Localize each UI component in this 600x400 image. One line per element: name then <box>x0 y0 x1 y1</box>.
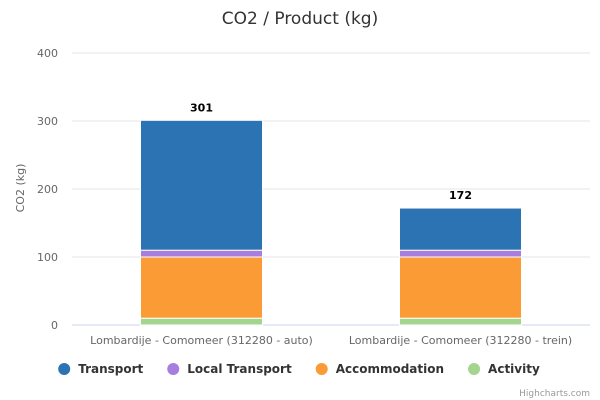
total-data-label: 172 <box>449 189 472 202</box>
bar-local-transport[interactable] <box>399 249 522 258</box>
legend-label: Accommodation <box>336 362 444 376</box>
y-tick-label: 0 <box>51 319 58 332</box>
bar-accommodation[interactable] <box>399 256 522 319</box>
x-tick-label: Lombardije - Comomeer (312280 - trein) <box>349 334 572 347</box>
bar-activity[interactable] <box>399 317 522 326</box>
y-tick-label: 200 <box>37 183 58 196</box>
bar-local-transport[interactable] <box>140 249 263 258</box>
legend-symbol <box>468 363 481 375</box>
total-data-label: 301 <box>190 101 213 114</box>
bar-activity[interactable] <box>140 317 263 326</box>
bar-transport[interactable] <box>140 119 263 251</box>
y-tick-label: 300 <box>37 115 58 128</box>
x-tick-label: Lombardije - Comomeer (312280 - auto) <box>90 334 313 347</box>
chart-title: CO2 / Product (kg) <box>222 9 378 29</box>
legend-item-activity[interactable]: Activity <box>468 362 540 376</box>
y-axis-label: CO2 (kg) <box>14 164 27 213</box>
legend-symbol <box>58 363 71 375</box>
data-labels: 301 172 <box>190 101 472 202</box>
y-tick-label: 100 <box>37 251 58 264</box>
bars[interactable] <box>140 119 522 326</box>
legend-item-local-transport[interactable]: Local Transport <box>167 362 292 376</box>
legend-item-accommodation[interactable]: Accommodation <box>315 362 444 376</box>
legend-label: Transport <box>78 362 143 376</box>
legend-label: Activity <box>488 362 540 376</box>
bar-transport[interactable] <box>399 207 522 251</box>
bar-accommodation[interactable] <box>140 256 263 319</box>
legend-symbol <box>315 363 328 375</box>
legend-item-transport[interactable]: Transport <box>58 362 144 376</box>
legend[interactable]: Transport Local Transport Accommodation Act… <box>58 362 540 376</box>
legend-symbol <box>167 363 180 375</box>
axes: 0 100 200 300 400 Lombardije - Comomeer (3122… <box>37 47 572 347</box>
credits-link[interactable]: Highcharts.com <box>519 389 590 399</box>
legend-label: Local Transport <box>187 362 292 376</box>
y-tick-label: 400 <box>37 47 58 60</box>
